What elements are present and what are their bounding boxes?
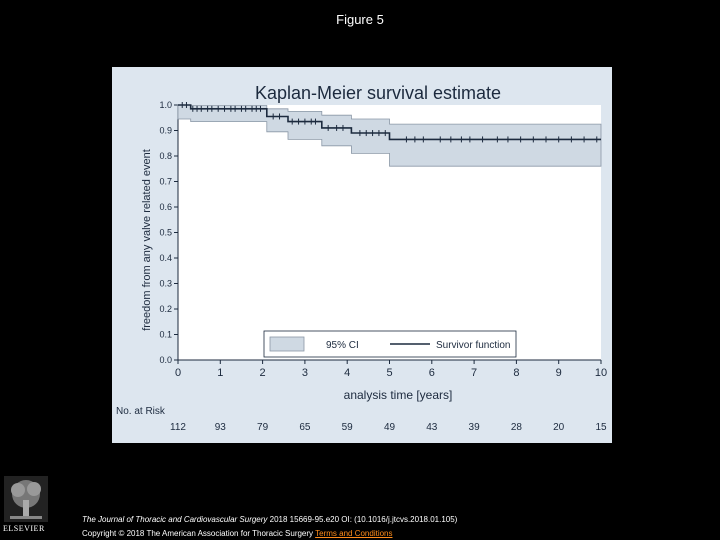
publisher-name: ELSEVIER xyxy=(3,524,45,533)
figure-panel: Kaplan-Meier survival estimate 0.0 0.1 0.2… xyxy=(112,67,612,443)
y-tick-label: 0.7 xyxy=(159,177,172,187)
x-axis-label: analysis time [years] xyxy=(344,388,453,402)
citation: The Journal of Thoracic and Cardiovascul… xyxy=(82,515,457,524)
y-tick-label: 1.0 xyxy=(159,100,172,110)
risk-count: 59 xyxy=(342,422,354,433)
y-tick-label: 0.3 xyxy=(159,279,172,289)
copyright-text: Copyright © 2018 The American Associatio… xyxy=(82,529,314,538)
y-tick-label: 0.5 xyxy=(159,228,172,238)
x-tick-label: 9 xyxy=(556,367,562,379)
legend-ci-swatch xyxy=(269,336,305,352)
risk-count: 39 xyxy=(469,422,481,433)
figure-title: Figure 5 xyxy=(336,12,384,27)
x-tick-label: 8 xyxy=(513,367,519,379)
km-chart: Kaplan-Meier survival estimate 0.0 0.1 0.2… xyxy=(116,83,607,433)
x-tick-label: 6 xyxy=(429,367,435,379)
x-tick-label: 2 xyxy=(260,367,266,379)
y-tick-label: 0.4 xyxy=(159,253,172,263)
chart-title: Kaplan-Meier survival estimate xyxy=(255,83,501,103)
y-axis-label: freedom from any valve related event xyxy=(141,149,153,331)
risk-table-label: No. at Risk xyxy=(116,406,166,417)
risk-count: 79 xyxy=(257,422,269,433)
plot-area: 0.0 0.1 0.2 0.3 0.4 0.5 0.6 0.7 0.8 0.9 1.0 0 1 2 3 4 5 6… xyxy=(159,100,607,379)
risk-table: 112 93 79 65 59 49 43 39 28 20 15 xyxy=(170,422,607,433)
risk-count: 15 xyxy=(595,422,607,433)
legend-ci-label: 95% CI xyxy=(326,340,359,351)
x-tick-label: 0 xyxy=(175,367,181,379)
x-tick-label: 1 xyxy=(217,367,223,379)
risk-count: 49 xyxy=(384,422,396,433)
y-tick-label: 0.0 xyxy=(159,355,172,365)
journal-name: The Journal of Thoracic and Cardiovascul… xyxy=(82,515,268,524)
risk-count: 65 xyxy=(299,422,311,433)
risk-count: 43 xyxy=(426,422,438,433)
x-tick-label: 5 xyxy=(386,367,392,379)
x-tick-label: 4 xyxy=(344,367,350,379)
y-tick-label: 0.8 xyxy=(159,151,172,161)
risk-count: 20 xyxy=(553,422,565,433)
risk-count: 28 xyxy=(511,422,523,433)
risk-count: 112 xyxy=(170,422,186,433)
citation-details: 2018 15669-95.e20 OI: (10.1016/j.jtcvs.2… xyxy=(267,515,458,524)
x-tick-label: 3 xyxy=(302,367,308,379)
x-tick-label: 7 xyxy=(471,367,477,379)
y-tick-label: 0.1 xyxy=(159,330,172,340)
elsevier-tree-logo xyxy=(4,476,48,522)
terms-link[interactable]: Terms and Conditions xyxy=(315,529,393,538)
x-tick-label: 10 xyxy=(595,367,607,379)
y-tick-label: 0.6 xyxy=(159,202,172,212)
risk-count: 93 xyxy=(215,422,227,433)
y-tick-label: 0.2 xyxy=(159,304,172,314)
copyright-line: Copyright © 2018 The American Associatio… xyxy=(82,529,393,538)
y-tick-label: 0.9 xyxy=(159,126,172,136)
legend-line-label: Survivor function xyxy=(436,340,510,351)
